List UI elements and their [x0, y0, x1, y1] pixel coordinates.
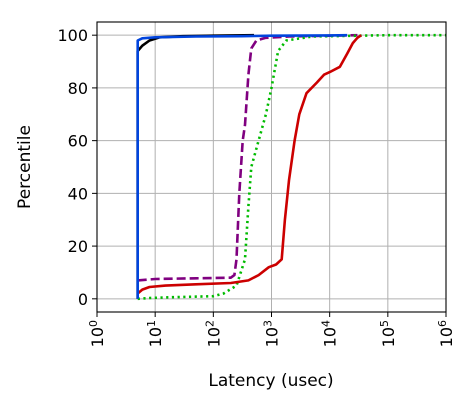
- x-tick-label: 104: [320, 320, 340, 347]
- series-line-5: [136, 33, 348, 299]
- x-tick-label: 105: [378, 320, 398, 347]
- y-tick-label: 40: [68, 184, 88, 203]
- x-tick-label: 101: [145, 320, 165, 347]
- x-tick-label: 103: [262, 320, 282, 347]
- series-line-2: [137, 33, 358, 282]
- x-tick-label: 106: [436, 320, 456, 347]
- series-line-4: [136, 34, 363, 295]
- grid-lines: [96, 22, 447, 312]
- tick-marks: [92, 34, 447, 317]
- y-axis-label: Percentile: [15, 125, 35, 209]
- x-tick-label: 100: [87, 320, 107, 347]
- y-tick-label: 0: [78, 290, 88, 309]
- x-tick-label: 102: [203, 320, 223, 347]
- y-tick-label: 100: [57, 26, 88, 45]
- y-tick-label: 60: [68, 132, 88, 151]
- tick-labels: 100 101 102 103 104 105 106 0 20 40 60 80 100: [57, 26, 456, 347]
- y-tick-label: 80: [68, 79, 88, 98]
- y-tick-label: 20: [68, 237, 88, 256]
- x-axis-label: Latency (usec): [208, 371, 333, 391]
- series-layer: [136, 33, 446, 301]
